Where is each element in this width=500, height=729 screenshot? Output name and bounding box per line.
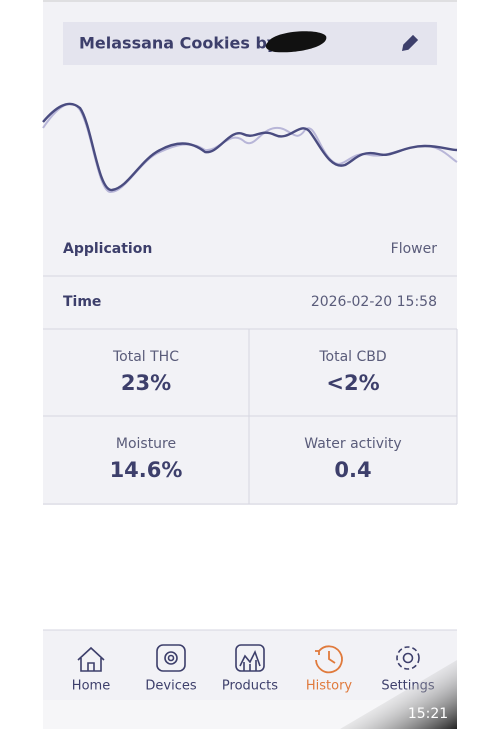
nav-label: Products [222, 679, 278, 694]
reference-curve [42, 102, 458, 194]
product-title: Melassana Cookies by [79, 34, 278, 53]
empty-area [43, 505, 457, 630]
metric-value: 23% [121, 371, 171, 395]
nav-item[interactable]: Products [222, 644, 278, 694]
detail-value: 2026-02-20 15:58 [311, 294, 437, 310]
clock: 15:21 [408, 706, 448, 722]
nav-item[interactable]: Devices [145, 644, 197, 694]
metric-value: <2% [326, 371, 379, 395]
detail-value: Flower [391, 241, 438, 257]
nav-label: Home [72, 679, 110, 694]
detail-label: Application [63, 241, 152, 257]
nav-label: Devices [145, 679, 196, 694]
nav-label: History [306, 679, 353, 694]
metric-value: 14.6% [110, 458, 183, 482]
spectrum-curve [42, 102, 458, 192]
edit-icon[interactable] [401, 34, 419, 52]
metric-value: 0.4 [334, 458, 371, 482]
redaction [265, 31, 327, 53]
nav-item[interactable]: Home [72, 646, 110, 694]
nav-bar: Home Devices Products History Settings [72, 644, 435, 694]
metric-label: Moisture [116, 436, 176, 452]
metric-label: Water activity [304, 436, 401, 452]
detail-label: Time [63, 294, 101, 310]
title-box [63, 22, 437, 65]
metrics-grid [43, 328, 458, 505]
metric-label: Total CBD [318, 349, 386, 365]
overlay-shade [340, 660, 457, 729]
nav-item[interactable]: History [306, 645, 353, 694]
metric-label: Total THC [112, 349, 179, 365]
